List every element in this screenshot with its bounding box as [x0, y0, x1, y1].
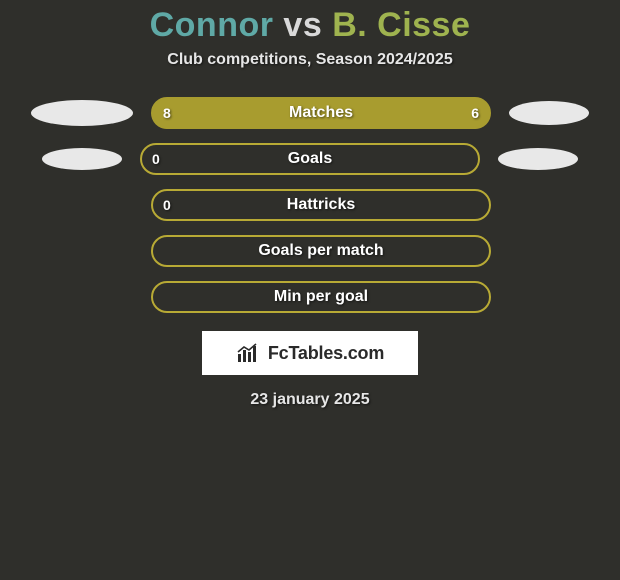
stat-row: Hattricks 0	[0, 189, 620, 221]
stat-pill: Hattricks 0	[151, 189, 491, 221]
date-label: 23 january 2025	[250, 391, 369, 409]
stat-label: Goals per match	[258, 242, 383, 260]
player1-name: Connor	[150, 6, 274, 44]
player2-marker	[509, 285, 589, 309]
player1-marker	[31, 284, 133, 310]
stat-pill: Goals per match	[151, 235, 491, 267]
stat-label: Matches	[289, 104, 353, 122]
player1-marker	[42, 148, 122, 170]
stat-pill: Min per goal	[151, 281, 491, 313]
player2-marker	[509, 193, 589, 217]
stat-value-left: 8	[163, 105, 171, 121]
player2-marker	[509, 101, 589, 125]
player1-marker	[31, 100, 133, 126]
brand-badge: FcTables.com	[202, 331, 418, 375]
player2-name: B. Cisse	[332, 6, 470, 44]
stat-row: Min per goal	[0, 281, 620, 313]
player2-marker	[498, 148, 578, 170]
stat-label: Hattricks	[287, 196, 355, 214]
stat-value-left: 0	[163, 197, 171, 213]
comparison-card: Connor vs B. Cisse Club competitions, Se…	[0, 0, 620, 580]
page-title: Connor vs B. Cisse	[150, 6, 471, 45]
vs-label: vs	[283, 6, 322, 44]
player1-marker	[31, 238, 133, 264]
stat-label: Goals	[288, 150, 332, 168]
brand-chart-icon	[236, 342, 262, 364]
subtitle: Club competitions, Season 2024/2025	[167, 51, 452, 69]
stat-value-right: 6	[471, 105, 479, 121]
stat-row: Goals per match	[0, 235, 620, 267]
stat-row: Goals 0	[0, 143, 620, 175]
stat-row: Matches 8 6	[0, 97, 620, 129]
brand-text: FcTables.com	[268, 343, 384, 364]
stat-pill: Matches 8 6	[151, 97, 491, 129]
player1-marker	[31, 192, 133, 218]
stat-pill: Goals 0	[140, 143, 480, 175]
player2-marker	[509, 239, 589, 263]
stat-label: Min per goal	[274, 288, 368, 306]
stat-rows: Matches 8 6 Goals 0 Hattricks 0 Goals per match…	[0, 97, 620, 313]
stat-value-left: 0	[152, 151, 160, 167]
